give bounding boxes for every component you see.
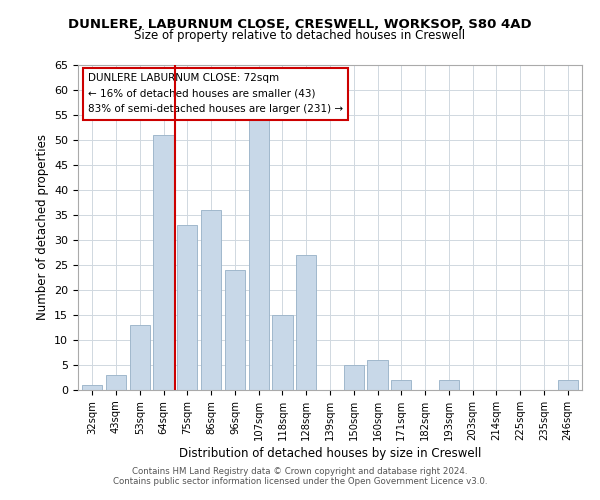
Text: Contains HM Land Registry data © Crown copyright and database right 2024.: Contains HM Land Registry data © Crown c… bbox=[132, 467, 468, 476]
Bar bbox=[391, 380, 412, 390]
Bar bbox=[344, 365, 364, 390]
Bar bbox=[201, 210, 221, 390]
Bar bbox=[106, 375, 126, 390]
Y-axis label: Number of detached properties: Number of detached properties bbox=[35, 134, 49, 320]
Bar bbox=[177, 225, 197, 390]
Bar bbox=[248, 120, 269, 390]
Text: Contains public sector information licensed under the Open Government Licence v3: Contains public sector information licen… bbox=[113, 477, 487, 486]
Bar bbox=[296, 255, 316, 390]
Text: Size of property relative to detached houses in Creswell: Size of property relative to detached ho… bbox=[134, 29, 466, 42]
Text: DUNLERE, LABURNUM CLOSE, CRESWELL, WORKSOP, S80 4AD: DUNLERE, LABURNUM CLOSE, CRESWELL, WORKS… bbox=[68, 18, 532, 30]
Bar bbox=[82, 385, 103, 390]
Bar bbox=[557, 380, 578, 390]
Bar bbox=[367, 360, 388, 390]
Bar bbox=[154, 135, 173, 390]
Bar bbox=[130, 325, 150, 390]
Bar bbox=[439, 380, 459, 390]
Bar bbox=[225, 270, 245, 390]
Text: DUNLERE LABURNUM CLOSE: 72sqm
← 16% of detached houses are smaller (43)
83% of s: DUNLERE LABURNUM CLOSE: 72sqm ← 16% of d… bbox=[88, 73, 343, 114]
Bar bbox=[272, 315, 293, 390]
X-axis label: Distribution of detached houses by size in Creswell: Distribution of detached houses by size … bbox=[179, 447, 481, 460]
